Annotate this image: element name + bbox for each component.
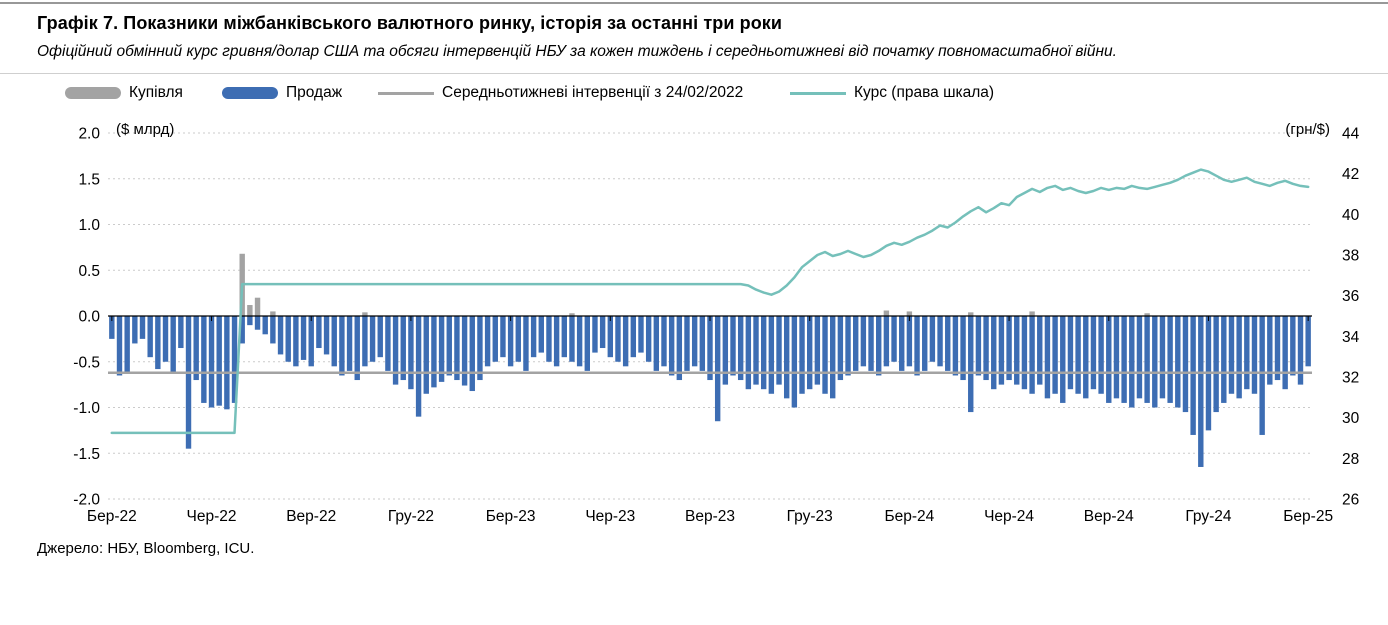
svg-text:1.5: 1.5 [78, 171, 100, 188]
legend-label-avg-interventions: Середньотижневі інтервенції з 24/02/2022 [442, 84, 744, 101]
svg-text:44: 44 [1342, 126, 1360, 143]
svg-text:-1.5: -1.5 [73, 446, 100, 463]
x-axis-labels: Бер-22 Чер-22 Вер-22 Гру-22 Бер-23 Чер-23 Вер-… [87, 508, 1333, 525]
chart-legend: Купівля Продаж Середньотижневі інтервенц… [0, 84, 1388, 106]
svg-text:36: 36 [1342, 288, 1359, 305]
svg-text:Бер-22: Бер-22 [87, 508, 137, 525]
buy-swatch [65, 87, 121, 99]
interventions-and-rate-chart: 2.0 1.5 1.0 0.5 0.0 -0.5 -1.0 -1.5 -2.0 44 42 40 38 3… [73, 121, 1360, 525]
svg-text:1.0: 1.0 [78, 217, 100, 234]
svg-text:30: 30 [1342, 410, 1360, 427]
sell-swatch [222, 87, 278, 99]
svg-text:Гру-22: Гру-22 [388, 508, 434, 525]
svg-text:Бер-25: Бер-25 [1283, 508, 1333, 525]
svg-text:Чер-24: Чер-24 [984, 508, 1034, 525]
svg-text:Вер-24: Вер-24 [1084, 508, 1134, 525]
left-axis-unit-label: ($ млрд) [116, 121, 174, 138]
legend-label-exchange-rate: Курс (права шкала) [854, 84, 995, 101]
svg-text:Вер-23: Вер-23 [685, 508, 735, 525]
header-divider [0, 73, 1388, 74]
left-axis-labels: 2.0 1.5 1.0 0.5 0.0 -0.5 -1.0 -1.5 -2.0 [73, 126, 100, 509]
exchange-rate-line [110, 168, 1310, 435]
svg-text:-1.0: -1.0 [73, 400, 100, 417]
chart-area: Купівля Продаж Середньотижневі інтервенц… [0, 84, 1388, 538]
svg-text:0.0: 0.0 [78, 309, 100, 326]
svg-text:42: 42 [1342, 166, 1359, 183]
zero-axis [108, 315, 1312, 321]
chart-title: Графік 7. Показники міжбанківського валю… [37, 13, 783, 33]
legend-label-sell: Продаж [286, 84, 343, 101]
legend-item-exchange-rate: Курс (права шкала) [790, 84, 994, 102]
legend-item-buy: Купівля [65, 84, 183, 102]
svg-text:32: 32 [1342, 370, 1359, 387]
right-axis-unit-label: (грн/$) [1285, 121, 1330, 138]
legend-label-buy: Купівля [129, 84, 183, 101]
svg-text:40: 40 [1342, 207, 1360, 224]
top-divider [0, 2, 1388, 4]
svg-text:-0.5: -0.5 [73, 354, 100, 371]
svg-text:28: 28 [1342, 451, 1359, 468]
source-note: Джерело: НБУ, Bloomberg, ICU. [37, 540, 255, 557]
svg-text:Гру-23: Гру-23 [787, 508, 833, 525]
svg-text:Чер-23: Чер-23 [585, 508, 635, 525]
svg-text:Чер-22: Чер-22 [187, 508, 237, 525]
avg-interventions-swatch [378, 91, 434, 95]
legend-item-sell: Продаж [222, 84, 342, 102]
svg-text:-2.0: -2.0 [73, 492, 100, 509]
svg-text:0.5: 0.5 [78, 263, 100, 280]
svg-text:2.0: 2.0 [78, 126, 100, 143]
svg-text:26: 26 [1342, 492, 1359, 509]
svg-text:38: 38 [1342, 248, 1359, 265]
svg-text:Вер-22: Вер-22 [286, 508, 336, 525]
sale-bars [109, 316, 1311, 467]
chart-subtitle: Офіційний обмінний курс гривня/долар США… [37, 43, 1117, 60]
right-axis-labels: 44 42 40 38 36 34 32 30 28 26 [1342, 126, 1360, 509]
exchange-rate-swatch [790, 91, 846, 95]
svg-text:Бер-23: Бер-23 [486, 508, 536, 525]
legend-item-avg-interventions: Середньотижневі інтервенції з 24/02/2022 [378, 84, 743, 102]
svg-text:Гру-24: Гру-24 [1185, 508, 1232, 525]
svg-text:Бер-24: Бер-24 [884, 508, 934, 525]
svg-text:34: 34 [1342, 329, 1360, 346]
